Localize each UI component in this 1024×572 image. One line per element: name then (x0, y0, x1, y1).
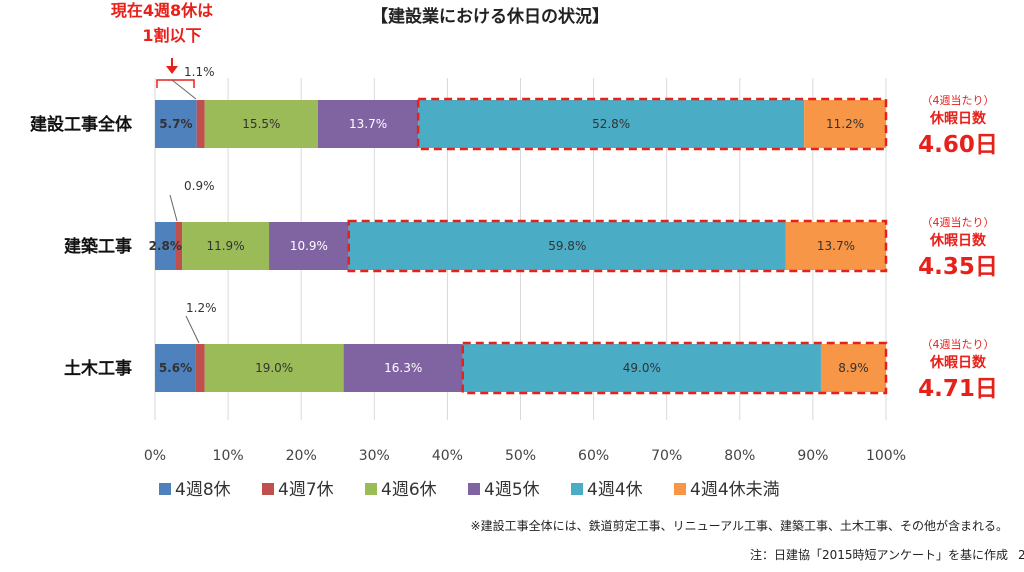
annotation-arrow-head (166, 66, 178, 74)
data-label: 8.9% (838, 361, 869, 375)
bar-segment-6 (804, 100, 886, 148)
side-note-value: 4.71日 (918, 376, 998, 402)
legend-label: 4週7休 (278, 480, 334, 500)
side-note-value: 4.35日 (918, 254, 998, 280)
data-label: 59.8% (548, 239, 586, 253)
annotation-callout: 現在4週8休は 1割以下 (111, 1, 213, 88)
data-label: 11.9% (206, 239, 244, 253)
side-note-sub: （4週当たり） (922, 337, 995, 351)
legend-swatch (571, 483, 583, 495)
data-label: 15.5% (242, 117, 280, 131)
x-axis: 0% 10% 20% 30% 40% 50% 60% 70% 80% 90% 100% (144, 448, 906, 464)
bar-segment-2 (195, 344, 205, 392)
bar-segment-3 (182, 222, 270, 270)
category-label: 土木工事 (64, 358, 132, 379)
side-note-sub: （4週当たり） (922, 215, 995, 229)
data-label: 2.8% (149, 239, 182, 253)
legend: 4週8休 4週7休 4週6休 4週5休 4週4休 4週4休未満 (159, 480, 780, 500)
data-label: 10.9% (290, 239, 328, 253)
side-note-label: 休暇日数 (929, 354, 987, 371)
bar-segment-2 (175, 222, 183, 270)
annotation-bracket (156, 79, 195, 88)
x-tick-label: 90% (797, 448, 828, 464)
bar-segment-5 (348, 222, 786, 270)
legend-swatch (262, 483, 274, 495)
legend-swatch (159, 483, 171, 495)
x-tick-label: 60% (578, 448, 609, 464)
annotation-line-2: 1割以下 (142, 26, 201, 45)
legend-label: 4週8休 (175, 480, 231, 500)
data-label: 5.6% (159, 361, 192, 375)
chart-title: 【建設業における休日の状況】 (371, 6, 609, 27)
data-label: 19.0% (255, 361, 293, 375)
side-note-label: 休暇日数 (929, 110, 987, 127)
category-label: 建築工事 (64, 236, 132, 257)
data-label: 52.8% (592, 117, 630, 131)
legend-label: 4週4休未満 (690, 480, 780, 500)
bar-segment-4 (318, 100, 419, 148)
legend-swatch (674, 483, 686, 495)
bar-segment-4 (269, 222, 349, 270)
side-note-value: 4.60日 (918, 132, 998, 158)
data-label: 13.7% (817, 239, 855, 253)
legend-label: 4週4休 (587, 480, 643, 500)
data-label: 11.2% (826, 117, 864, 131)
source-note: 注：日建協「2015時短アンケート」を基に作成 (750, 547, 1008, 562)
legend-swatch (365, 483, 377, 495)
bar-segment-3 (204, 344, 344, 392)
legend-label: 4週6休 (381, 480, 437, 500)
bar-segment-3 (204, 100, 319, 148)
data-label: 0.9% (184, 179, 215, 193)
data-label-leader (185, 315, 200, 344)
annotation-line-1: 現在4週8休は (111, 1, 213, 20)
x-tick-label: 0% (144, 448, 166, 464)
data-label: 5.7% (159, 117, 192, 131)
bar-segment-2 (196, 100, 205, 148)
bar-segment-1 (155, 344, 196, 392)
legend-label: 4週5休 (484, 480, 540, 500)
side-note-label: 休暇日数 (929, 232, 987, 249)
bar-segment-5 (418, 100, 805, 148)
x-tick-label: 80% (724, 448, 755, 464)
footnote: ※建設工事全体には、鉄道剪定工事、リニューアル工事、建築工事、土木工事、その他が… (471, 518, 1008, 533)
highlight-box (347, 219, 888, 273)
x-tick-label: 70% (651, 448, 682, 464)
bar-segment-1 (155, 100, 197, 148)
data-label: 49.0% (623, 361, 661, 375)
side-note-sub: （4週当たり） (922, 93, 995, 107)
data-label-leader (171, 79, 197, 100)
side-notes: （4週当たり） 休暇日数 4.60日 （4週当たり） 休暇日数 4.35日 （4週当たり） 休… (918, 93, 998, 402)
bar-segment-6 (820, 344, 886, 392)
data-label: 1.2% (186, 301, 217, 315)
x-tick-label: 40% (432, 448, 463, 464)
bar-segment-4 (343, 344, 463, 392)
bar-segment-1 (155, 222, 176, 270)
bar-segment-6 (785, 222, 886, 270)
bars (155, 97, 888, 395)
x-tick-label: 50% (505, 448, 536, 464)
highlight-box (461, 341, 888, 395)
data-label-leader (169, 194, 178, 222)
x-tick-label: 10% (213, 448, 244, 464)
page-number-fragment: 2 (1018, 548, 1024, 562)
x-tick-label: 20% (286, 448, 317, 464)
x-tick-label: 30% (359, 448, 390, 464)
x-tick-label: 100% (866, 448, 906, 464)
data-label: 13.7% (349, 117, 387, 131)
data-labels: 5.7% 1.1% 15.5% 13.7% 52.8% 11.2% 2.8% 0.9% 11.9… (149, 65, 869, 375)
data-label: 1.1% (184, 65, 215, 79)
data-label: 16.3% (384, 361, 422, 375)
category-label: 建設工事全体 (30, 114, 133, 135)
legend-swatch (468, 483, 480, 495)
bar-segment-5 (462, 344, 821, 392)
